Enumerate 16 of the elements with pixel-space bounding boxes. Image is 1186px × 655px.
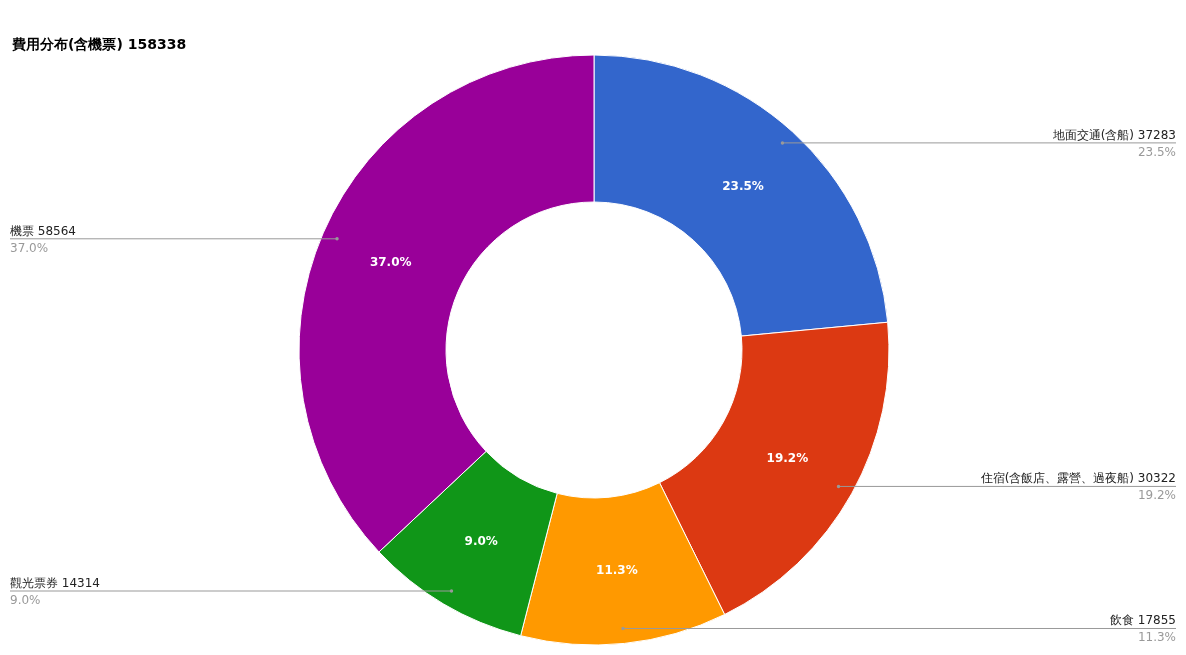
data-label: 9.0% (464, 533, 498, 548)
text: 37.0% (10, 240, 49, 255)
data-label: 37.0% (369, 255, 412, 270)
text: 23.5% (1137, 144, 1176, 159)
slice-label: 觀光票券 14314 (10, 576, 100, 591)
data-label: 23.5% (722, 179, 764, 194)
slice-label: 地面交通(含船) 37283 (1051, 127, 1176, 142)
slice-label: 飲食 17855 (1110, 613, 1176, 628)
text: 9.0% (10, 593, 41, 608)
text: 11.3% (1137, 630, 1176, 645)
slice-label: 住宿(含飯店、露營、過夜船) 30322 (979, 471, 1176, 486)
chart-title: 費用分布(含機票) 158338 (11, 36, 187, 52)
data-label: 19.2% (766, 450, 809, 465)
text: 19.2% (1137, 488, 1176, 503)
slice-label: 機票 58564 (10, 223, 76, 238)
data-label: 11.3% (596, 563, 638, 578)
